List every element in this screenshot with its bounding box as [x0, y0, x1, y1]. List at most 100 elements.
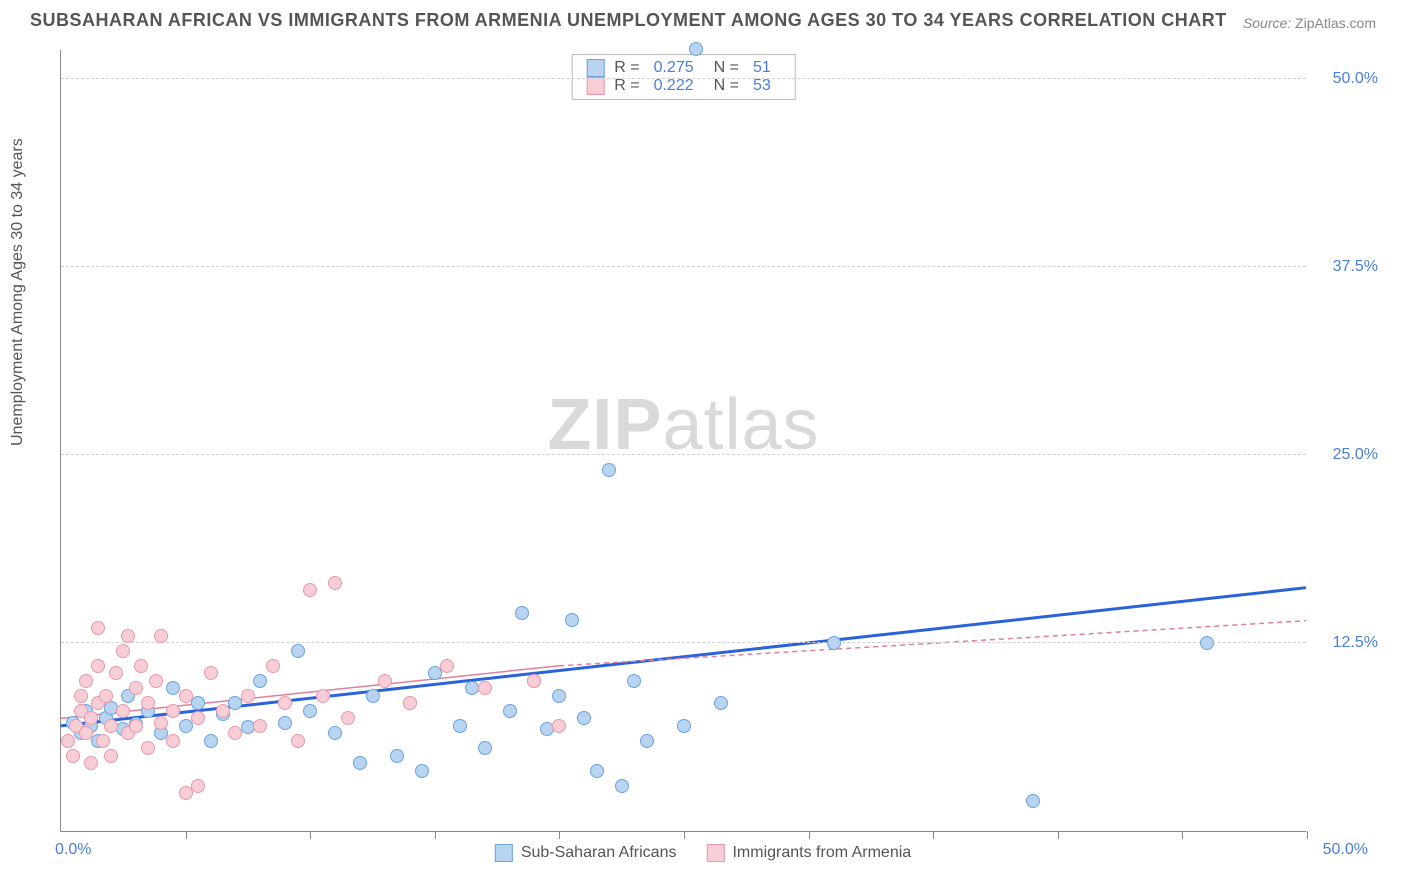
legend-correlation-box: R =0.275N =51R =0.222N =53 — [571, 54, 796, 100]
data-point — [552, 689, 566, 703]
data-point — [79, 674, 93, 688]
legend-r-label: R = — [614, 77, 639, 95]
data-point — [278, 716, 292, 730]
legend-n-value: 53 — [753, 77, 771, 95]
legend-series-item: Immigrants from Armenia — [706, 844, 911, 862]
data-point — [129, 719, 143, 733]
data-point — [527, 674, 541, 688]
data-point — [428, 666, 442, 680]
data-point — [278, 696, 292, 710]
legend-correlation-row: R =0.275N =51 — [586, 59, 781, 77]
data-point — [109, 666, 123, 680]
legend-series-label: Immigrants from Armenia — [732, 844, 911, 861]
data-point — [328, 576, 342, 590]
data-point — [228, 726, 242, 740]
data-point — [216, 704, 230, 718]
data-point — [104, 719, 118, 733]
data-point — [104, 749, 118, 763]
data-point — [415, 764, 429, 778]
data-point — [166, 734, 180, 748]
y-tick-label: 25.0% — [1333, 446, 1378, 464]
data-point — [577, 711, 591, 725]
data-point — [478, 681, 492, 695]
data-point — [84, 756, 98, 770]
data-point — [149, 674, 163, 688]
data-point — [66, 749, 80, 763]
data-point — [154, 629, 168, 643]
x-tick — [1307, 831, 1308, 839]
legend-r-value: 0.222 — [654, 77, 694, 95]
x-tick — [1182, 831, 1183, 839]
data-point — [96, 734, 110, 748]
data-point — [341, 711, 355, 725]
data-point — [253, 674, 267, 688]
data-point — [590, 764, 604, 778]
data-point — [677, 719, 691, 733]
legend-n-label: N = — [714, 59, 739, 77]
data-point — [99, 689, 113, 703]
data-point — [84, 711, 98, 725]
x-tick — [559, 831, 560, 839]
data-point — [179, 689, 193, 703]
data-point — [303, 583, 317, 597]
grid-line — [61, 642, 1306, 643]
data-point — [303, 704, 317, 718]
y-tick-label: 50.0% — [1333, 70, 1378, 88]
data-point — [179, 786, 193, 800]
data-point — [515, 606, 529, 620]
data-point — [552, 719, 566, 733]
data-point — [253, 719, 267, 733]
data-point — [615, 779, 629, 793]
y-tick-label: 12.5% — [1333, 634, 1378, 652]
data-point — [141, 696, 155, 710]
x-tick — [809, 831, 810, 839]
legend-n-value: 51 — [753, 59, 771, 77]
data-point — [640, 734, 654, 748]
data-point — [378, 674, 392, 688]
data-point — [366, 689, 380, 703]
legend-series-label: Sub-Saharan Africans — [521, 844, 677, 861]
data-point — [191, 696, 205, 710]
data-point — [565, 613, 579, 627]
legend-r-label: R = — [614, 59, 639, 77]
grid-line — [61, 78, 1306, 79]
x-tick — [186, 831, 187, 839]
data-point — [390, 749, 404, 763]
data-point — [440, 659, 454, 673]
data-point — [602, 463, 616, 477]
x-tick — [310, 831, 311, 839]
data-point — [74, 689, 88, 703]
x-tick — [435, 831, 436, 839]
data-point — [204, 734, 218, 748]
data-point — [166, 704, 180, 718]
plot-area: ZIPatlas R =0.275N =51R =0.222N =53 12.5… — [60, 50, 1306, 832]
legend-swatch — [586, 77, 604, 95]
y-tick-label: 37.5% — [1333, 258, 1378, 276]
data-point — [478, 741, 492, 755]
source-label: Source: — [1243, 15, 1291, 31]
legend-swatch — [586, 59, 604, 77]
watermark-light: atlas — [662, 385, 819, 465]
data-point — [291, 644, 305, 658]
x-axis-max-label: 50.0% — [1323, 841, 1368, 859]
data-point — [179, 719, 193, 733]
data-point — [191, 711, 205, 725]
data-point — [403, 696, 417, 710]
x-tick — [1058, 831, 1059, 839]
grid-line — [61, 266, 1306, 267]
legend-swatch — [495, 844, 513, 862]
data-point — [714, 696, 728, 710]
data-point — [1026, 794, 1040, 808]
data-point — [91, 659, 105, 673]
data-point — [79, 726, 93, 740]
legend-series: Sub-Saharan Africans Immigrants from Arme… — [495, 844, 911, 862]
grid-line — [61, 454, 1306, 455]
data-point — [266, 659, 280, 673]
data-point — [61, 734, 75, 748]
source-value: ZipAtlas.com — [1295, 15, 1376, 31]
data-point — [129, 681, 143, 695]
data-point — [353, 756, 367, 770]
data-point — [316, 689, 330, 703]
data-point — [503, 704, 517, 718]
data-point — [204, 666, 218, 680]
